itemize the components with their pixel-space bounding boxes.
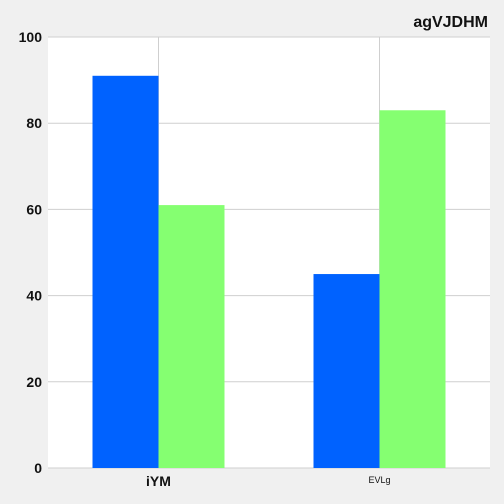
bar-iYM-1: [92, 75, 159, 468]
bar-iYM-2: [158, 205, 225, 468]
chart-title: agVJDHM: [413, 14, 488, 31]
bars: [92, 75, 446, 469]
bar-EVLg-1: [313, 274, 380, 468]
y-tick-label-5: 100: [19, 29, 43, 45]
y-tick-label-0: 0: [34, 460, 42, 476]
y-tick-label-4: 80: [26, 115, 42, 131]
x-tick-label-0: iYM: [146, 473, 171, 489]
y-tick-label-2: 40: [26, 288, 42, 304]
x-tick-label-1: EVLg: [368, 475, 390, 485]
y-tick-label-1: 20: [26, 374, 42, 390]
y-tick-label-3: 60: [26, 201, 42, 217]
bar-EVLg-2: [379, 110, 446, 469]
y-axis-ticks: 0 20 40 60 80 100: [19, 29, 43, 476]
x-axis-ticks: iYM EVLg: [146, 473, 390, 489]
